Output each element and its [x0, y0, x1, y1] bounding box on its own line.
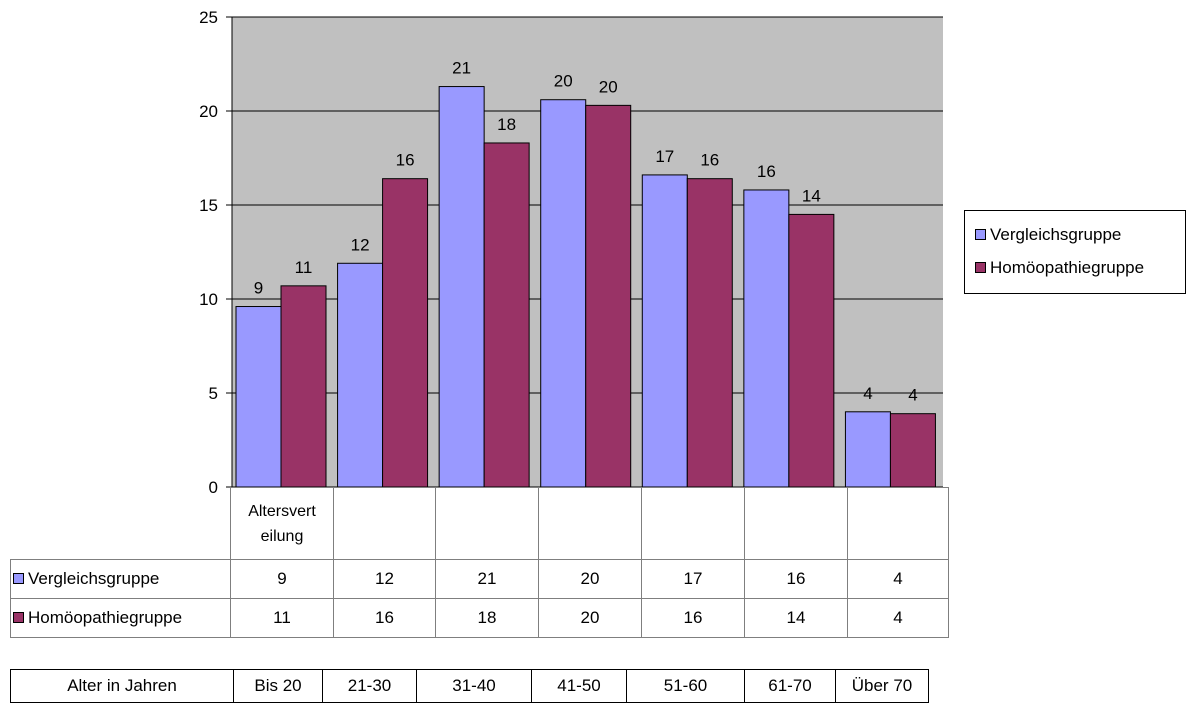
bar-vergleich	[438, 86, 485, 488]
data-label: 11	[295, 258, 313, 277]
bar-vergleich	[337, 262, 384, 488]
bar-vergleich	[844, 411, 891, 488]
table-cell: 21	[435, 559, 539, 599]
data-label: 18	[497, 115, 516, 134]
table-cell: 14	[744, 598, 848, 638]
table-cell: 9	[230, 559, 334, 599]
data-label: 20	[599, 77, 618, 96]
age-group-cell: Über 70	[835, 669, 929, 703]
table-cell: 11	[230, 598, 334, 638]
table-row-header: Vergleichsgruppe	[10, 559, 231, 599]
bar-homoeopathie	[585, 104, 632, 488]
data-label: 21	[452, 59, 471, 78]
data-label: 16	[396, 151, 415, 170]
legend-label-homoeopathie: Homöopathiegruppe	[990, 257, 1145, 277]
bar-vergleich	[641, 174, 688, 488]
y-tick-label: 0	[209, 478, 218, 497]
bar-homoeopathie	[686, 178, 733, 488]
table-cell: 16	[744, 559, 848, 599]
y-tick-label: 15	[199, 196, 218, 215]
data-label: 12	[351, 235, 370, 254]
legend-label-vergleich: Vergleichsgruppe	[990, 224, 1122, 244]
data-label: 16	[700, 151, 719, 170]
age-group-cell: 51-60	[626, 669, 745, 703]
data-label: 16	[757, 162, 776, 181]
age-table: Alter in Jahren Bis 20 21-30 31-40 41-50…	[10, 669, 929, 703]
bar-homoeopathie	[382, 178, 429, 488]
y-tick-label: 5	[209, 384, 218, 403]
bar-homoeopathie	[280, 285, 327, 488]
table-row-header: Homöopathiegruppe	[10, 598, 231, 638]
table-swatch-vergleich	[13, 573, 24, 584]
table-cell: 12	[333, 559, 436, 599]
age-group-cell: 31-40	[416, 669, 532, 703]
data-table-category-row: Altersvert eilung	[11, 487, 949, 560]
data-label: 4	[863, 384, 872, 403]
table-row-vergleich: Vergleichsgruppe 9 12 21 20 17 16 4	[10, 559, 949, 599]
y-tick-label: 10	[199, 290, 218, 309]
bar-vergleich	[235, 306, 282, 488]
legend-swatch-vergleich	[975, 229, 986, 240]
category-label: Altersvert eilung	[230, 487, 334, 560]
legend: Vergleichsgruppe Homöopathiegruppe	[964, 210, 1186, 294]
data-label: 9	[254, 279, 263, 298]
data-label: 20	[554, 72, 573, 91]
age-group-cell: Bis 20	[233, 669, 323, 703]
bar-homoeopathie	[889, 413, 936, 488]
age-table-header: Alter in Jahren	[10, 669, 234, 703]
table-cell: 20	[538, 598, 642, 638]
table-cell: 4	[847, 598, 949, 638]
data-label: 14	[802, 186, 821, 205]
table-cell: 18	[435, 598, 539, 638]
table-row-homoeopathie: Homöopathiegruppe 11 16 18 20 16 14 4	[10, 598, 949, 638]
data-label: 4	[908, 386, 917, 405]
legend-item-vergleich: Vergleichsgruppe	[975, 218, 1185, 251]
table-cell: 20	[538, 559, 642, 599]
age-group-cell: 41-50	[531, 669, 627, 703]
legend-swatch-homoeopathie	[975, 262, 986, 273]
bar-homoeopathie	[483, 142, 530, 488]
age-table-row: Alter in Jahren Bis 20 21-30 31-40 41-50…	[10, 669, 929, 703]
age-group-cell: 61-70	[744, 669, 836, 703]
data-label: 17	[655, 147, 674, 166]
age-group-cell: 21-30	[322, 669, 417, 703]
legend-item-homoeopathie: Homöopathiegruppe	[975, 251, 1185, 284]
table-swatch-homoeopathie	[13, 612, 24, 623]
data-table: Altersvert eilung Vergleichsgruppe 9 12 …	[10, 487, 949, 638]
y-tick-label: 20	[199, 102, 218, 121]
y-tick-label: 25	[199, 8, 218, 27]
table-cell: 16	[641, 598, 745, 638]
table-cell: 16	[333, 598, 436, 638]
bar-vergleich	[743, 189, 790, 488]
table-cell: 4	[847, 559, 949, 599]
table-cell: 17	[641, 559, 745, 599]
bar-homoeopathie	[788, 213, 835, 488]
bar-vergleich	[540, 99, 587, 488]
